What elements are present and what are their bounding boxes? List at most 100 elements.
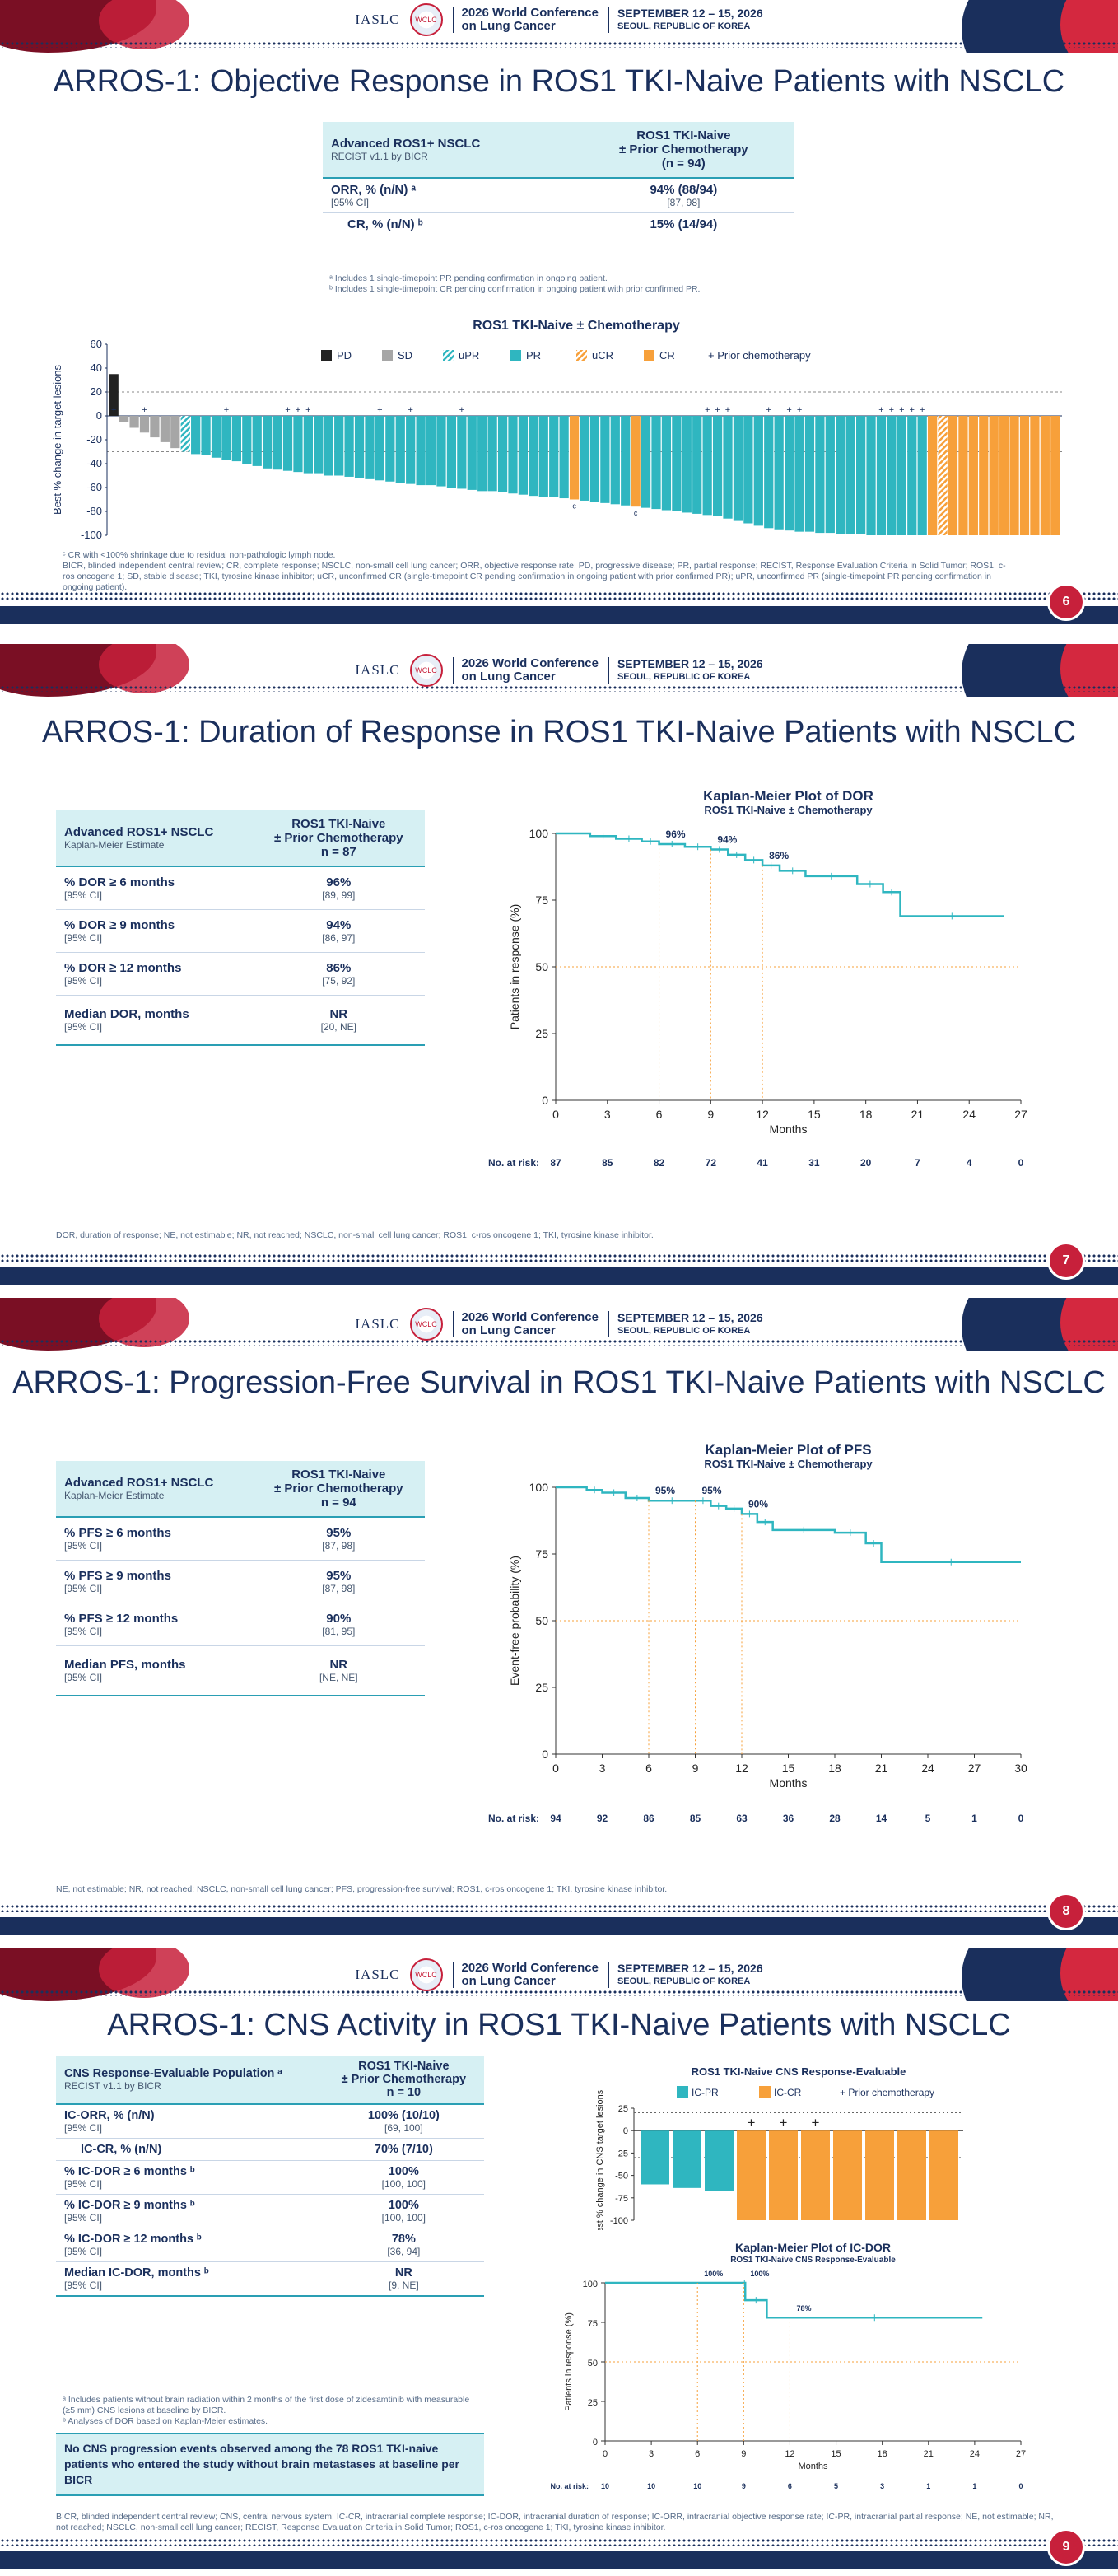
chart-title: ROS1 TKI-Naive CNS Response-Evaluable [692, 2065, 906, 2078]
y-tick-label: 60 [91, 338, 102, 350]
y-tick-label: 25 [535, 1681, 548, 1694]
prior-chemo-marker: + [878, 405, 883, 415]
chart-subtitle: ROS1 TKI-Naive ± Chemotherapy [704, 804, 873, 816]
x-tick-label: 6 [695, 2449, 700, 2459]
x-tick-label: 9 [741, 2449, 746, 2459]
y-axis-label: Event-free probability (%) [508, 1556, 521, 1686]
waterfall-bar-PR [743, 416, 753, 524]
x-tick-label: 21 [911, 1108, 925, 1121]
waterfall-bar-PR [774, 416, 784, 530]
prior-chemo-marker: + [899, 405, 904, 415]
waterfall-bar-CR [938, 416, 948, 535]
chart-title: Kaplan-Meier Plot of PFS [705, 1442, 871, 1458]
table-row: % DOR ≥ 6 months [95% CI] 96% [89, 99] [56, 866, 425, 910]
waterfall-bar-PR [672, 416, 682, 511]
at-risk-value: 4 [967, 1157, 972, 1169]
header-banner [0, 644, 1118, 697]
at-risk-value: 0 [1018, 1157, 1024, 1169]
prior-chemo-marker: + [224, 405, 229, 415]
prior-chemo-marker: + [305, 405, 310, 415]
at-risk-value: 41 [757, 1157, 768, 1169]
waterfall-bar-PR [610, 416, 620, 505]
waterfall-bar-PR [201, 416, 211, 455]
page-number: 9 [1047, 2528, 1085, 2566]
table-row: % DOR ≥ 9 months [95% CI] 94% [86, 97] [56, 909, 425, 953]
prior-chemo-marker: + [920, 405, 925, 415]
at-risk-value: 5 [925, 1813, 931, 1824]
slide-title: ARROS-1: CNS Activity in ROS1 TKI-Naive … [107, 2008, 1011, 2042]
at-risk-value: 0 [1018, 2482, 1023, 2490]
waterfall-bar-PR [682, 416, 692, 513]
waterfall-bar-CR [1009, 416, 1019, 535]
waterfall-bar-PR [518, 416, 529, 495]
y-tick-label: 0 [542, 1748, 548, 1761]
page-number: 7 [1047, 1242, 1085, 1280]
waterfall-bar-PR [242, 416, 252, 464]
table-header-population: Advanced ROS1+ NSCLC Kaplan-Meier Estimat… [56, 1461, 253, 1518]
waterfall-bar-IC-CR [929, 2130, 958, 2220]
x-tick-label: 24 [970, 2449, 980, 2459]
conference-name: 2026 World Conference on Lung Cancer [452, 1311, 599, 1337]
waterfall-bar-SD [129, 416, 139, 428]
y-tick-label: -40 [86, 457, 102, 469]
table-footnotes: ᵃ Includes 1 single-timepoint PR pending… [329, 273, 701, 294]
legend-label: CR [659, 349, 675, 362]
legend-swatch [644, 350, 654, 361]
legend-label: uPR [459, 349, 479, 362]
x-axis-label: Months [770, 1776, 808, 1790]
prior-chemo-marker: + [296, 405, 300, 415]
waterfall-bar-PR [406, 416, 416, 484]
waterfall-bar-PR [446, 416, 457, 488]
x-tick-label: 12 [785, 2449, 794, 2459]
waterfall-bar-PR [600, 416, 610, 503]
at-risk-value: 20 [860, 1157, 872, 1169]
waterfall-bar-PR [354, 416, 365, 478]
landmark-label: 95% [655, 1485, 675, 1496]
x-tick-label: 6 [645, 1762, 652, 1775]
at-risk-value: 1 [926, 2482, 930, 2490]
at-risk-value: 6 [788, 2482, 792, 2490]
y-tick-label: 25 [535, 1027, 548, 1040]
prior-chemo-marker: + [142, 405, 147, 415]
waterfall-bar-PR [917, 416, 927, 535]
waterfall-bar-PR [436, 416, 446, 487]
waterfall-bar-PR [416, 416, 426, 486]
waterfall-bar-PR [702, 416, 712, 516]
at-risk-value: 0 [1018, 1813, 1024, 1824]
legend-swatch [321, 350, 332, 361]
legend-label: PD [337, 349, 352, 362]
waterfall-bar-IC-CR [833, 2130, 862, 2220]
table-header-cohort: ROS1 TKI-Naive ± Prior Chemotherapy (n = 9… [573, 122, 794, 179]
at-risk-value: 85 [690, 1813, 701, 1824]
y-tick-label: -50 [615, 2172, 628, 2182]
slide-title: ARROS-1: Objective Response in ROS1 TKI-… [53, 64, 1065, 99]
waterfall-bar-CR [1030, 416, 1040, 535]
waterfall-bar-PR [487, 416, 497, 492]
footer-dots [0, 1904, 1118, 1912]
x-axis-label: Months [770, 1122, 808, 1136]
y-tick-label: 50 [535, 1614, 548, 1627]
at-risk-value: 1 [972, 2482, 976, 2490]
conference-header: IASLC WCLC 2026 World Conference on Lung … [0, 1298, 1118, 1351]
landmark-label: 90% [748, 1498, 768, 1510]
waterfall-bar-PR [426, 416, 436, 486]
waterfall-bar-PR [815, 416, 825, 534]
waterfall-bar-PR [365, 416, 375, 479]
y-tick-label: 0 [593, 2438, 598, 2448]
table-header-population: Advanced ROS1+ NSCLC RECIST v1.1 by BICR [323, 122, 574, 179]
conference-name: 2026 World Conference on Lung Cancer [452, 7, 599, 33]
x-tick-label: 12 [735, 1762, 748, 1775]
x-tick-label: 3 [599, 1762, 606, 1775]
landmark-label: 95% [702, 1485, 722, 1496]
prior-chemo-marker: + [111, 405, 116, 415]
waterfall-bar-PR [692, 416, 702, 514]
waterfall-bar-IC-CR [865, 2130, 894, 2220]
at-risk-label: No. at risk: [488, 1157, 539, 1169]
waterfall-bar-PR [836, 416, 845, 534]
waterfall-bar-PR [845, 416, 855, 534]
waterfall-bar-PR [231, 416, 241, 462]
waterfall-bar-PR [559, 416, 569, 499]
footer-dots [0, 1253, 1118, 1262]
x-tick-label: 3 [649, 2449, 654, 2459]
waterfall-bar-PR [764, 416, 774, 529]
